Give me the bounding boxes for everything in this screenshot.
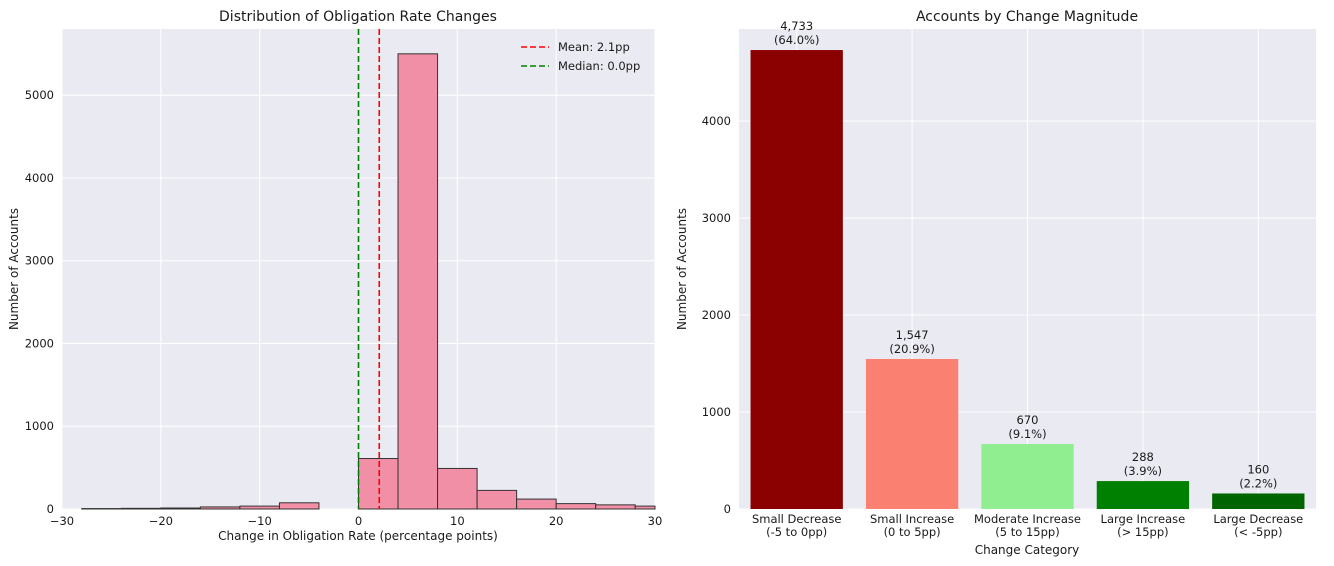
- bar-value-label: 4,733: [780, 19, 813, 33]
- histogram-bar: [160, 507, 201, 510]
- histogram-chart: Distribution of Obligation Rate Changes …: [7, 9, 662, 543]
- bar-value-label: 670: [1017, 413, 1039, 427]
- histogram-bar: [555, 503, 597, 510]
- bar-percent-label: (64.0%): [774, 33, 820, 47]
- x-tick-label: 20: [549, 514, 564, 528]
- y-tick-label: 5000: [25, 88, 54, 102]
- bar-percent-label: (9.1%): [1008, 427, 1046, 441]
- category-tick-label: Large Decrease: [1213, 512, 1303, 526]
- histogram-bar: [437, 467, 478, 510]
- bar-chart-x-axis-label: Change Category: [975, 543, 1080, 557]
- histogram-bar: [358, 458, 399, 510]
- histogram-bar: [278, 502, 320, 510]
- bar-chart-x-ticks: Small Decrease(-5 to 0pp)Small Increase(…: [752, 512, 1303, 539]
- bar-chart-y-ticks: 0 1000 2000 3000 4000: [702, 114, 731, 516]
- histogram-bar: [634, 505, 656, 510]
- x-tick-label: −20: [149, 514, 173, 528]
- category-bar: [865, 358, 959, 509]
- histogram-bar: [516, 498, 557, 510]
- category-tick-label: (5 to 15pp): [995, 525, 1059, 539]
- histogram-bar: [397, 53, 439, 510]
- legend-label: Mean: 2.1pp: [558, 40, 630, 54]
- histogram-legend: Mean: 2.1pp Median: 0.0pp: [521, 40, 640, 73]
- category-tick-label: Small Decrease: [752, 512, 842, 526]
- histogram-x-axis-label: Change in Obligation Rate (percentage po…: [218, 529, 498, 543]
- histogram-bar: [476, 489, 518, 510]
- y-tick-label: 4000: [25, 171, 54, 185]
- histogram-x-ticks: −30 −20 −10 0 10 20 30: [50, 514, 662, 528]
- x-tick-label: −10: [248, 514, 272, 528]
- category-bar-chart: Accounts by Change Magnitude 4,733(64.0%…: [675, 9, 1316, 557]
- category-bar: [1212, 493, 1305, 509]
- category-tick-label: (< -5pp): [1234, 525, 1282, 539]
- category-tick-label: Moderate Increase: [974, 512, 1081, 526]
- y-tick-label: 3000: [25, 254, 54, 268]
- histogram-bar: [595, 504, 636, 510]
- x-tick-label: 30: [648, 514, 663, 528]
- category-bar: [1096, 481, 1190, 509]
- x-tick-label: 10: [450, 514, 465, 528]
- bar-percent-label: (3.9%): [1124, 464, 1162, 478]
- histogram-bar: [239, 505, 280, 510]
- y-tick-label: 0: [47, 502, 54, 516]
- category-tick-label: (> 15pp): [1117, 525, 1169, 539]
- histogram-title: Distribution of Obligation Rate Changes: [219, 9, 497, 25]
- bar-chart-title: Accounts by Change Magnitude: [916, 9, 1138, 25]
- histogram-y-axis-label: Number of Accounts: [7, 208, 21, 330]
- category-bar: [750, 50, 843, 510]
- histogram-bar: [199, 506, 241, 510]
- bar-chart-data-labels: 4,733(64.0%) 1,547(20.9%) 670(9.1%) 288(3.9…: [774, 19, 1277, 490]
- y-tick-label: 1000: [25, 419, 54, 433]
- bar-percent-label: (20.9%): [889, 342, 935, 356]
- y-tick-label: 2000: [702, 308, 731, 322]
- y-tick-label: 4000: [702, 114, 731, 128]
- legend-label: Median: 0.0pp: [558, 59, 640, 73]
- category-bar: [981, 444, 1074, 509]
- y-tick-label: 1000: [702, 405, 731, 419]
- y-tick-label: 2000: [25, 336, 54, 350]
- bar-chart-bars: [750, 50, 1305, 510]
- bar-value-label: 288: [1132, 450, 1154, 464]
- bar-value-label: 160: [1247, 462, 1269, 476]
- histogram-y-ticks: 0 1000 2000 3000 4000 5000: [25, 88, 54, 516]
- y-tick-label: 3000: [702, 211, 731, 225]
- category-tick-label: Large Increase: [1101, 512, 1186, 526]
- histogram-bar: [120, 507, 162, 510]
- category-tick-label: (0 to 5pp): [884, 525, 941, 539]
- bar-chart-y-axis-label: Number of Accounts: [675, 208, 689, 330]
- x-tick-label: 0: [355, 514, 362, 528]
- category-tick-label: Small Increase: [870, 512, 954, 526]
- bar-percent-label: (2.2%): [1239, 476, 1277, 490]
- category-tick-label: (-5 to 0pp): [766, 525, 827, 539]
- x-tick-label: −30: [50, 514, 74, 528]
- y-tick-label: 0: [724, 502, 731, 516]
- bar-value-label: 1,547: [896, 328, 929, 342]
- histogram-stat-lines: [357, 29, 381, 509]
- histogram-bars: [81, 53, 656, 510]
